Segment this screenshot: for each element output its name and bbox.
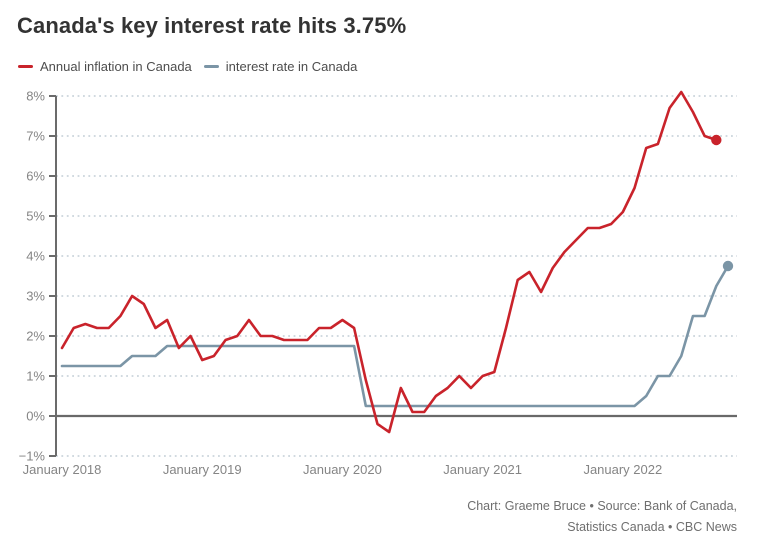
y-tick-label: 7%	[26, 129, 45, 144]
x-tick-label: January 2019	[163, 462, 242, 477]
x-tick-label: January 2018	[23, 462, 102, 477]
y-tick-label: 0%	[26, 409, 45, 424]
y-tick-label: 5%	[26, 209, 45, 224]
y-tick-label: 4%	[26, 249, 45, 264]
legend: Annual inflation in Canada interest rate…	[18, 59, 357, 74]
chart-title: Canada's key interest rate hits 3.75%	[17, 13, 407, 38]
y-tick-label: 2%	[26, 329, 45, 344]
x-tick-label: January 2020	[303, 462, 382, 477]
y-tick-label: 1%	[26, 369, 45, 384]
interest-rate-legend-label: interest rate in Canada	[225, 59, 358, 74]
legend-item-inflation: Annual inflation in Canada	[18, 59, 192, 74]
legend-item-interest-rate: interest rate in Canada	[203, 59, 358, 74]
y-tick-label: 3%	[26, 289, 45, 304]
inflation-line-swatch	[18, 65, 33, 68]
y-tick-label: −1%	[19, 449, 46, 464]
footer-credit: Chart: Graeme Bruce • Source: Bank of Ca…	[467, 496, 737, 538]
footer-credit-line-2: Statistics Canada • CBC News	[567, 520, 737, 534]
inflation-line	[60, 90, 718, 434]
y-tick-label: 6%	[26, 169, 45, 184]
interest-rate-line-swatch	[203, 65, 219, 68]
footer-credit-line-1: Chart: Graeme Bruce • Source: Bank of Ca…	[467, 499, 737, 513]
interest-rate-line	[60, 264, 730, 408]
x-tick-label: January 2021	[443, 462, 522, 477]
y-tick-label: 8%	[26, 89, 45, 104]
inflation-end-dot	[711, 134, 722, 146]
inflation-legend-label: Annual inflation in Canada	[40, 59, 192, 74]
interest-rate-end-dot	[722, 260, 734, 272]
x-tick-label: January 2022	[583, 462, 662, 477]
